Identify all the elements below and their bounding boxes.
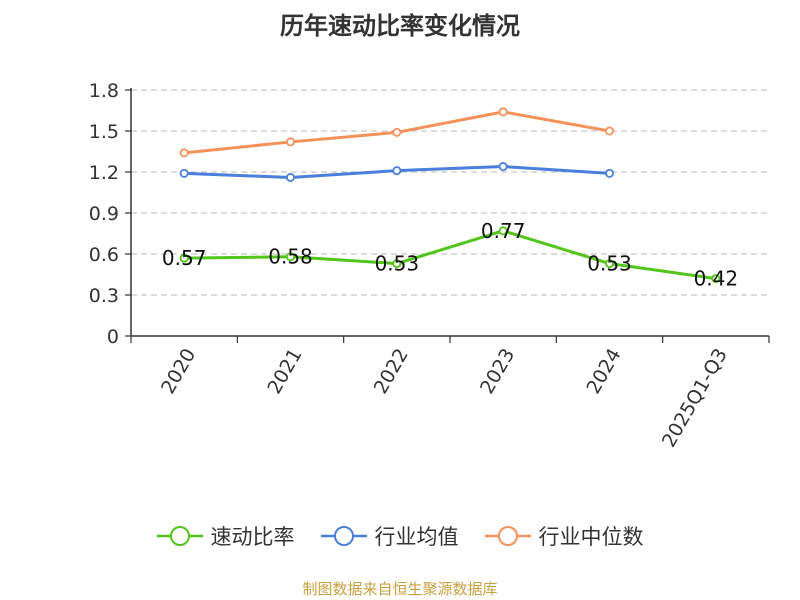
x-tick-label: 2023 — [476, 345, 519, 398]
x-tick-label: 2025Q1-Q3 — [658, 345, 732, 451]
legend-item[interactable]: 行业中位数 — [484, 521, 644, 551]
data-point — [498, 107, 508, 117]
data-point — [179, 148, 189, 158]
legend: 速动比率 行业均值 行业中位数 — [0, 521, 800, 551]
y-tick-label: 1.5 — [89, 121, 119, 143]
y-tick-label: 0.9 — [89, 203, 119, 225]
data-label: 0.53 — [375, 252, 420, 276]
data-point — [179, 168, 189, 178]
data-label: 0.42 — [694, 267, 739, 291]
legend-marker-icon — [484, 526, 531, 546]
legend-label: 行业中位数 — [538, 525, 644, 549]
data-point — [605, 259, 615, 269]
x-tick-label: 2022 — [370, 345, 413, 398]
data-point — [711, 274, 721, 284]
x-tick-label: 2020 — [157, 345, 200, 398]
data-point — [392, 166, 402, 176]
data-label: 0.53 — [587, 252, 632, 276]
y-tick-label: 0.6 — [89, 244, 119, 266]
legend-marker-icon — [156, 526, 203, 546]
data-point — [285, 252, 295, 262]
y-tick-label: 0 — [107, 326, 119, 348]
data-point — [179, 253, 189, 263]
legend-label: 行业均值 — [374, 525, 459, 549]
data-point — [605, 168, 615, 178]
data-point — [498, 226, 508, 236]
data-point — [605, 126, 615, 136]
data-point — [285, 137, 295, 147]
x-tick-label: 2024 — [582, 345, 625, 398]
legend-marker-icon — [320, 526, 367, 546]
x-tick-label: 2021 — [263, 345, 306, 398]
legend-label: 速动比率 — [210, 525, 295, 549]
data-label: 0.57 — [162, 246, 207, 270]
data-point — [285, 172, 295, 182]
chart-title: 历年速动比率变化情况 — [280, 12, 520, 40]
y-tick-label: 1.8 — [89, 80, 119, 102]
data-label: 0.58 — [268, 245, 313, 269]
y-tick-label: 0.3 — [89, 285, 119, 307]
legend-item[interactable]: 行业均值 — [320, 521, 459, 551]
series-line — [184, 229, 717, 281]
y-tick-label: 1.2 — [89, 162, 119, 184]
data-source-note: 制图数据来自恒生聚源数据库 — [302, 580, 498, 598]
legend-item[interactable]: 速动比率 — [156, 521, 295, 551]
data-point — [498, 162, 508, 172]
data-point — [392, 127, 402, 137]
data-label: 0.77 — [481, 219, 526, 243]
data-point — [392, 259, 402, 269]
